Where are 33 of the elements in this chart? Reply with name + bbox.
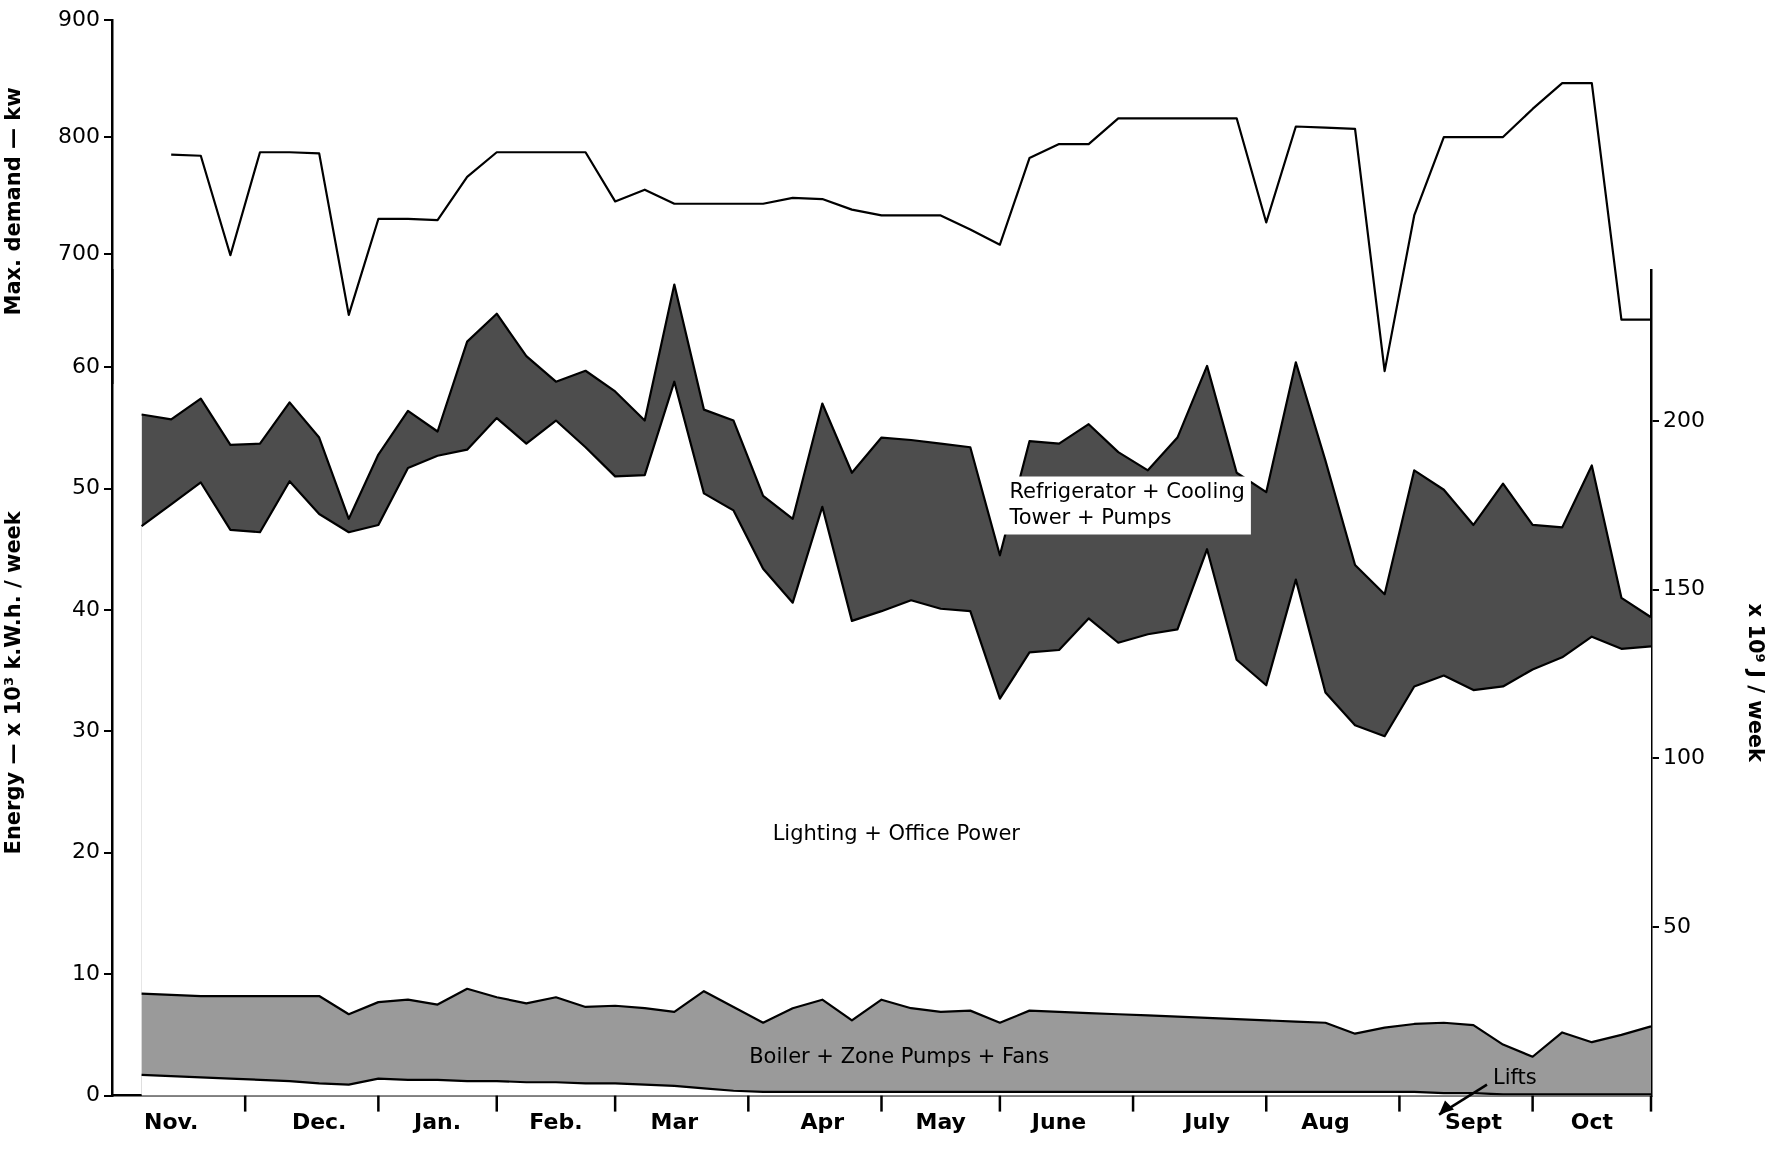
series-label: Lighting + Office Power [772,821,1021,846]
y-tick-label: 900 [58,5,100,31]
y-tick-label: 700 [58,239,100,265]
y-tick-label: 30 [72,717,100,743]
y-tick-label: 50 [72,474,100,500]
y2-tick-label: 150 [1663,575,1705,601]
x-tick-label: Apr [800,1108,845,1134]
series-label: Refrigerator + Cooling Tower + Pumps [1008,478,1245,529]
x-tick-label: Aug [1301,1108,1350,1134]
x-tick-label: Jan. [412,1108,462,1134]
x-tick-label: Dec. [291,1108,347,1134]
x-tick-label: Mar [650,1108,699,1134]
series-label: Lifts [1492,1065,1537,1090]
x-tick-label: Sept [1444,1108,1503,1134]
x-tick-label: June [1029,1108,1087,1134]
y-tick-label: 0 [86,1081,100,1107]
y-tick-label: 20 [72,838,100,864]
y-axis-title: Max. demand — kw [1,87,26,316]
x-tick-label: Oct [1570,1108,1614,1134]
y-tick-label: 10 [72,959,100,985]
x-tick-label: July [1182,1108,1230,1134]
y2-tick-label: 50 [1663,912,1691,938]
y2-tick-label: 100 [1663,744,1705,770]
y-axis-title: Energy — x 10³ k.W.h. / week [1,510,26,855]
y2-axis-title: x 10⁹ J / week [1743,603,1768,764]
y-tick-label: 60 [72,352,100,378]
x-tick-label: Nov. [143,1108,199,1134]
x-tick-label: Feb. [529,1108,583,1134]
x-tick-label: May [915,1108,966,1134]
y-tick-label: 800 [58,122,100,148]
y-tick-label: 40 [72,595,100,621]
series-label: Boiler + Zone Pumps + Fans [749,1044,1050,1069]
y2-tick-label: 200 [1663,406,1705,432]
